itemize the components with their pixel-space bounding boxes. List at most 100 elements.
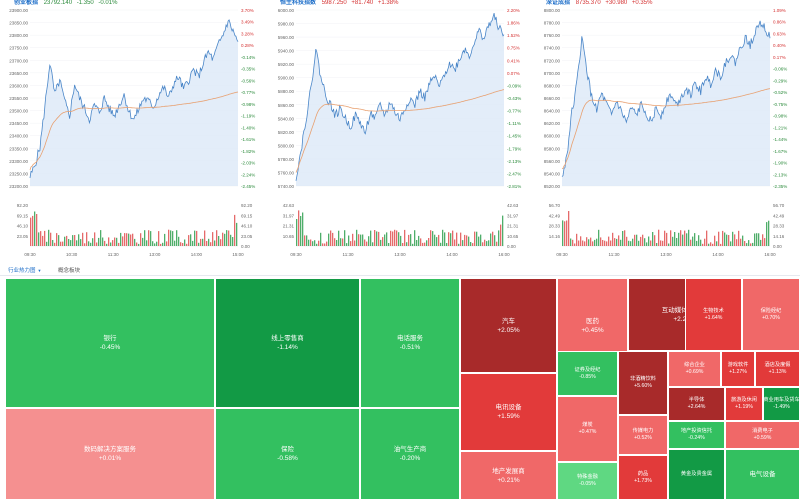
y-axis-left-tick-label: 5820.00	[278, 130, 295, 135]
sector-change: +1.59%	[497, 413, 520, 420]
y-axis-left-tick-label: 23900.00	[9, 8, 28, 13]
index-chart-svg: 8800.00 8780.00 8760.00 8740.00 8720.00 8700.…	[544, 8, 788, 257]
volume-bar	[644, 238, 646, 246]
sector-tile[interactable]: 综合企业 +0.69%	[668, 351, 721, 387]
volume-axis-right-tick-label: 56.70	[773, 203, 785, 208]
sector-tile[interactable]: 酒店及度假 +1.13%	[755, 351, 800, 387]
volume-bar	[60, 241, 62, 246]
volume-bar	[684, 230, 686, 246]
sector-tile[interactable]: 旅游及休闲 +1.19%	[725, 387, 763, 421]
sector-tile[interactable]: 黄金及贵金属	[668, 449, 725, 500]
sector-tile[interactable]: 电讯设备 +1.59%	[460, 373, 557, 451]
volume-bar	[410, 234, 412, 246]
volume-bar	[120, 232, 122, 246]
sector-tile[interactable]: 商业用车及货车 -1.49%	[763, 387, 800, 421]
y-axis-left-tick-label: 5780.00	[278, 157, 295, 162]
sector-tile[interactable]: 电话服务 -0.51%	[360, 278, 460, 408]
volume-bar	[352, 233, 354, 246]
sector-tile[interactable]: 药品 +1.73%	[618, 455, 668, 500]
sector-tile[interactable]: 煤炭 +0.47%	[557, 396, 618, 462]
sector-change: +1.64%	[704, 314, 723, 321]
volume-bar	[140, 233, 142, 246]
volume-bar	[76, 240, 78, 246]
volume-bar	[430, 230, 432, 246]
volume-bar	[474, 231, 476, 246]
volume-bar	[152, 241, 154, 246]
y-axis-left-tick-label: 23850.00	[9, 21, 28, 26]
sector-tile[interactable]: 保险 -0.58%	[215, 408, 360, 500]
volume-bar	[44, 230, 46, 246]
volume-bar	[614, 238, 616, 246]
volume-bar	[758, 233, 760, 246]
index-chart-panel[interactable]: 8800.00 8780.00 8760.00 8740.00 8720.00 8700.…	[534, 0, 796, 262]
volume-bar	[486, 241, 488, 246]
index-chart-panel[interactable]: 6000.00 5980.00 5960.00 5940.00 5920.00 5900.…	[268, 0, 530, 262]
volume-bar	[734, 234, 736, 246]
sector-tile[interactable]: 消费电子 +0.59%	[725, 421, 800, 449]
index-price: 23792.140	[43, 0, 73, 6]
volume-bar	[416, 240, 418, 246]
volume-bar	[762, 234, 764, 246]
volume-bar	[34, 211, 36, 246]
sector-tile[interactable]: 保险经纪 +0.70%	[742, 278, 800, 351]
chevron-down-icon: ▼	[37, 268, 42, 273]
sector-change: +1.19%	[735, 404, 753, 410]
volume-bar	[206, 241, 208, 246]
volume-bar	[494, 235, 496, 246]
sector-tile[interactable]: 生物技术 +1.64%	[685, 278, 742, 351]
volume-bar	[176, 230, 178, 246]
y-axis-right-tick-label: -0.43%	[507, 96, 521, 101]
sector-tile[interactable]: 数码解决方案服务 +0.01%	[5, 408, 215, 500]
volume-bar	[768, 220, 770, 246]
y-axis-right-tick-label: -0.29%	[773, 78, 787, 83]
volume-bar	[94, 232, 96, 246]
sector-tile[interactable]: 电气设备	[725, 449, 800, 500]
sector-tile[interactable]: 银行 -0.45%	[5, 278, 215, 408]
volume-bar	[476, 231, 478, 246]
index-charts-row: 23900.00 23850.00 23800.00 23750.00 23700.00…	[2, 0, 796, 262]
volume-bar	[746, 243, 748, 246]
sector-tile[interactable]: 非酒精饮料 +5.60%	[618, 351, 668, 415]
sector-tile[interactable]: 油气生产商 -0.20%	[360, 408, 460, 500]
volume-bar	[764, 238, 766, 246]
sector-name: 银行	[103, 335, 117, 342]
sector-tile[interactable]: 传媒电力 +0.52%	[618, 415, 668, 455]
volume-bar	[652, 232, 654, 246]
sector-tile[interactable]: 证券及经纪 -0.85%	[557, 351, 618, 396]
index-chart-panel[interactable]: 23900.00 23850.00 23800.00 23750.00 23700.00…	[2, 0, 264, 262]
sector-name: 证券及经纪	[574, 366, 601, 373]
volume-bar	[404, 229, 406, 246]
sector-tile[interactable]: 游戏软件 +1.27%	[721, 351, 755, 387]
sector-change: +2.05%	[497, 326, 520, 334]
volume-bar	[664, 230, 666, 246]
volume-axis-left-tick-label: 28.33	[549, 224, 561, 229]
sector-name: 游戏软件	[727, 362, 749, 368]
sector-tile[interactable]: 汽车 +2.05%	[460, 278, 557, 373]
volume-bar	[178, 236, 180, 246]
sector-tile[interactable]: 线上零售商 -1.14%	[215, 278, 360, 408]
tab-industry-heatmap[interactable]: 行业热力图 ▼	[8, 266, 41, 274]
sector-change: +1.13%	[768, 369, 787, 375]
volume-bar	[748, 240, 750, 246]
volume-bar	[64, 236, 66, 246]
sector-tile[interactable]: 地产发展商 +0.21%	[460, 451, 557, 500]
sector-tile[interactable]: 地产投资信托 -0.24%	[668, 421, 725, 449]
y-axis-right-tick-label: 1.52%	[507, 33, 520, 38]
volume-bar	[198, 242, 200, 246]
volume-bar	[196, 230, 198, 246]
volume-bar	[90, 242, 92, 246]
volume-bar	[578, 240, 580, 246]
x-axis-tick-label: 11:30	[108, 252, 119, 257]
volume-bar	[156, 241, 158, 246]
sector-change: +0.70%	[762, 314, 780, 321]
volume-bar	[742, 235, 744, 246]
volume-bar	[482, 242, 484, 246]
volume-bar	[444, 232, 446, 246]
sector-tile[interactable]: 半导体 +2.64%	[668, 387, 725, 421]
tab-label: 概念板块	[58, 268, 81, 274]
sector-tile[interactable]: 特殊金融 -0.05%	[557, 462, 618, 500]
tab-concept-sectors[interactable]: 概念板块	[58, 266, 80, 274]
volume-bar	[448, 232, 450, 246]
x-axis-tick-label: 09:30	[556, 252, 568, 257]
volume-bar	[54, 242, 56, 246]
